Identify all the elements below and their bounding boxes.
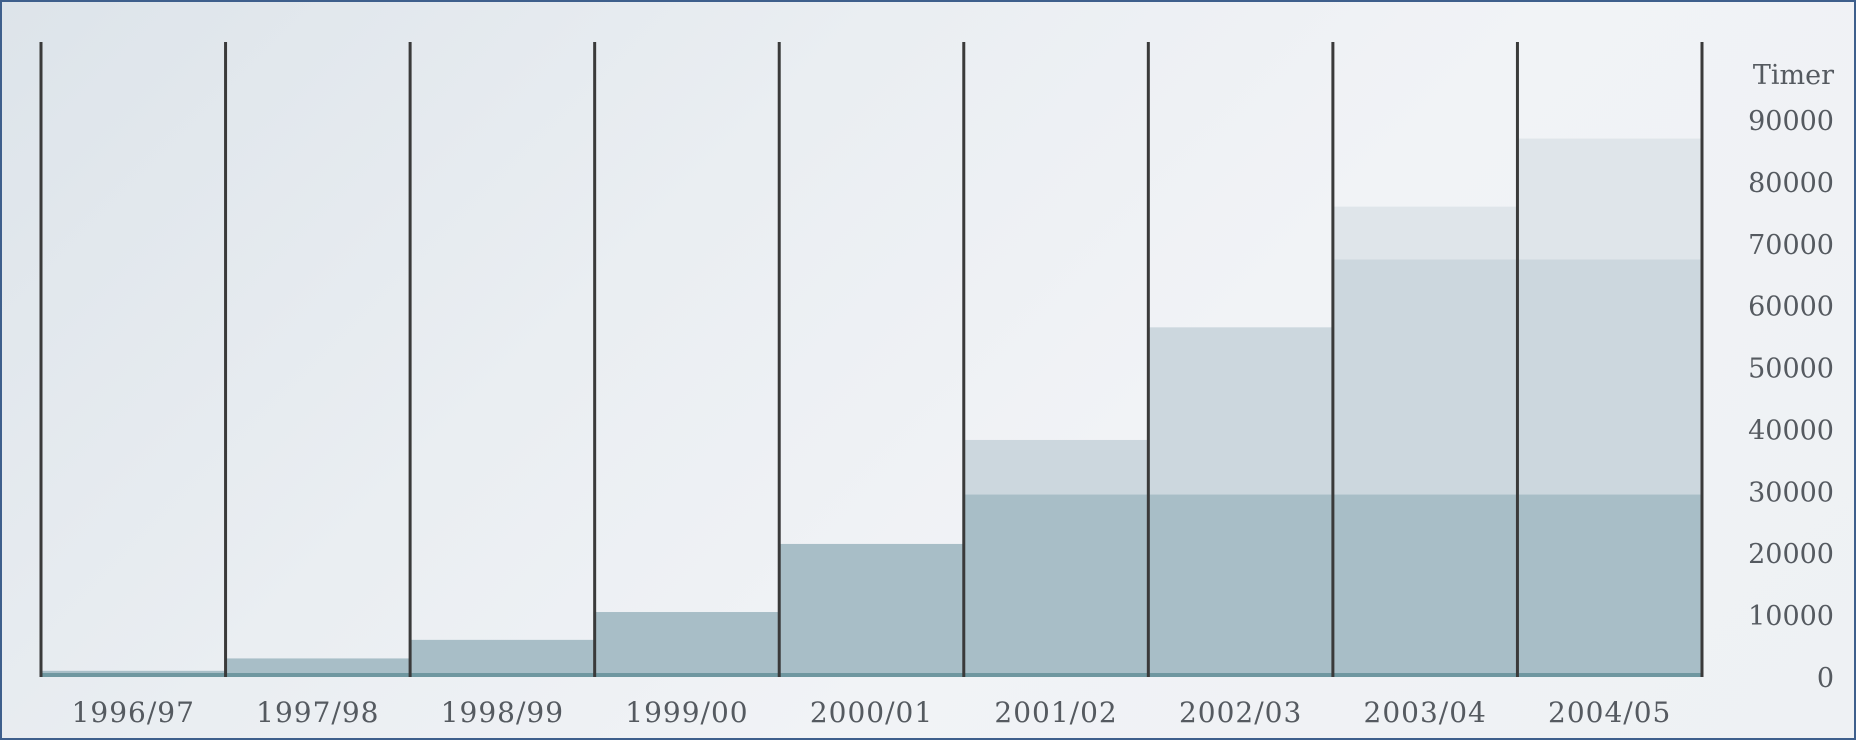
x-axis-labels: 1996/97 1997/98 1998/99 1999/00 2000/01 2001/… [72,696,1671,729]
y-tick-label: 20000 [1748,539,1834,570]
x-tick-label: 2002/03 [1179,696,1302,729]
x-tick-label: 2003/04 [1364,696,1487,729]
x-tick-label: 1997/98 [256,696,379,729]
bar-2003-04-segment-1 [1332,494,1518,677]
bar-2001-02-segment-1 [963,494,1149,677]
bar-1999-00-segment-1 [594,612,780,677]
x-tick-label: 1999/00 [625,696,748,729]
x-tick-label: 1998/99 [441,696,564,729]
bar-2003-04-segment-3 [1332,206,1518,260]
bars-layer [41,138,1702,677]
y-axis: Timer 0 10000 20000 30000 40000 50000 60000 700… [1748,60,1834,694]
bar-1998-99-segment-1 [410,639,595,677]
x-tick-label: 1996/97 [72,696,195,729]
y-tick-label: 60000 [1748,292,1834,323]
bar-1997-98-segment-1 [225,658,411,677]
y-tick-label: 40000 [1748,415,1834,446]
y-tick-label: 50000 [1748,354,1834,385]
x-tick-label: 2000/01 [810,696,933,729]
y-tick-label: 80000 [1748,168,1834,199]
bar-2003-04-segment-2 [1332,259,1518,495]
x-tick-label: 2004/05 [1548,696,1671,729]
bar-2001-02-segment-2 [963,439,1149,495]
bar-2002-03-segment-1 [1148,494,1333,677]
bar-2004-05-segment-3 [1517,138,1702,260]
bar-2004-05-segment-1 [1517,494,1702,677]
y-tick-label: 70000 [1748,230,1834,261]
bar-2002-03-segment-2 [1148,327,1333,495]
y-axis-title: Timer [1753,60,1834,91]
y-tick-label: 0 [1817,663,1834,694]
bar-2000-01-segment-1 [779,543,964,677]
y-tick-label: 30000 [1748,477,1834,508]
y-tick-label: 10000 [1748,601,1834,632]
bar-2004-05-segment-2 [1517,259,1702,495]
dividers-layer [39,42,1704,677]
y-tick-label: 90000 [1748,106,1834,137]
x-tick-label: 2001/02 [994,696,1117,729]
